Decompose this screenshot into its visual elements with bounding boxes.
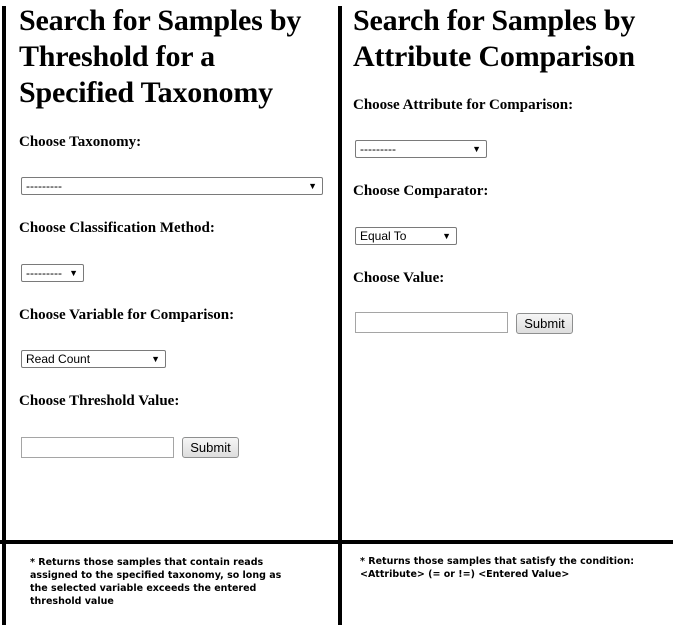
variable-comparison-label: Choose Variable for Comparison: [19,307,235,323]
note-line: assigned to the specified taxonomy, so l… [30,570,282,581]
comparator-label: Choose Comparator: [353,183,489,199]
attribute-value-input[interactable] [355,312,508,333]
threshold-value-input[interactable] [21,437,174,458]
classification-method-select[interactable]: --------- ▼ [21,264,84,282]
title-line: Specified Taxonomy [19,76,273,109]
center-divider [338,6,342,625]
attribute-search-note: * Returns those samples that satisfy the… [360,555,670,581]
attribute-submit-button[interactable]: Submit [516,313,573,334]
left-border [2,6,6,625]
taxonomy-select[interactable]: --------- ▼ [21,177,323,195]
attribute-comparison-label: Choose Attribute for Comparison: [353,97,574,113]
comparator-select-value: Equal To [360,229,407,243]
attribute-comparison-select-value: --------- [360,142,396,156]
threshold-value-label: Choose Threshold Value: [19,393,180,409]
taxonomy-label: Choose Taxonomy: [19,134,142,150]
note-line: <Attribute> (= or !=) <Entered Value> [360,569,570,580]
taxonomy-select-value: --------- [26,179,62,193]
dropdown-arrow-icon: ▼ [151,354,160,364]
title-line: Search for Samples by [19,4,302,37]
dropdown-arrow-icon: ▼ [442,231,451,241]
threshold-submit-button[interactable]: Submit [182,437,239,458]
value-label: Choose Value: [353,270,445,286]
footer-divider [0,540,673,544]
dropdown-arrow-icon: ▼ [472,144,481,154]
variable-comparison-select-value: Read Count [26,352,91,366]
dropdown-arrow-icon: ▼ [308,181,317,191]
title-line: Search for Samples by [353,4,636,37]
title-line: Threshold for a [19,40,215,73]
threshold-search-note: * Returns those samples that contain rea… [30,556,330,608]
title-line: Attribute Comparison [353,40,635,73]
note-line: threshold value [30,596,114,607]
note-line: the selected variable exceeds the entere… [30,583,257,594]
threshold-search-title: Search for Samples by Threshold for a Sp… [19,3,339,111]
note-line: * Returns those samples that satisfy the… [360,556,635,567]
classification-method-select-value: --------- [26,266,62,280]
attribute-search-title: Search for Samples by Attribute Comparis… [353,3,671,75]
note-line: * Returns those samples that contain rea… [30,557,264,568]
variable-comparison-select[interactable]: Read Count ▼ [21,350,166,368]
attribute-comparison-select[interactable]: --------- ▼ [355,140,487,158]
dropdown-arrow-icon: ▼ [69,268,78,278]
classification-method-label: Choose Classification Method: [19,220,215,236]
comparator-select[interactable]: Equal To ▼ [355,227,457,245]
